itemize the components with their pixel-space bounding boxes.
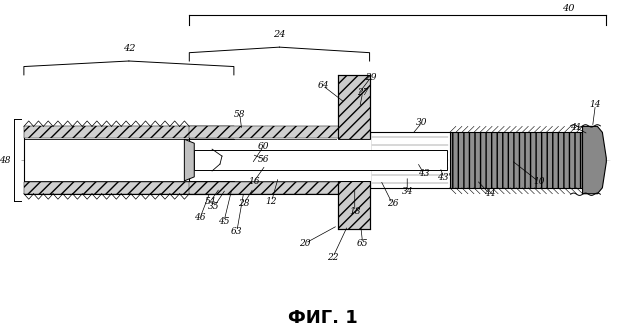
Text: 43: 43 <box>419 169 430 178</box>
Text: 35: 35 <box>208 202 220 211</box>
Bar <box>338 75 369 139</box>
Text: 24: 24 <box>273 30 285 39</box>
Text: 30: 30 <box>417 118 428 127</box>
Text: 29: 29 <box>365 73 376 82</box>
Text: 18: 18 <box>349 207 360 216</box>
Text: 28: 28 <box>238 199 250 208</box>
Text: 43': 43' <box>437 173 451 182</box>
Text: 60: 60 <box>258 142 269 151</box>
Text: 27: 27 <box>357 88 369 97</box>
Text: ФИГ. 1: ФИГ. 1 <box>288 308 358 327</box>
Text: 42: 42 <box>123 44 135 53</box>
Bar <box>337 139 371 181</box>
Polygon shape <box>184 139 195 181</box>
Text: 44: 44 <box>484 189 495 198</box>
Bar <box>189 126 341 138</box>
Bar <box>24 182 234 194</box>
Text: 16: 16 <box>248 177 259 186</box>
Text: 48: 48 <box>0 156 11 165</box>
Text: 12: 12 <box>266 197 277 206</box>
Bar <box>369 132 450 188</box>
Text: 10: 10 <box>533 177 545 186</box>
Bar <box>338 181 369 229</box>
Bar <box>189 182 341 194</box>
Text: 14: 14 <box>589 100 601 109</box>
Bar <box>24 126 234 194</box>
Text: 41: 41 <box>570 123 581 132</box>
Text: 22: 22 <box>327 253 339 262</box>
Text: 34: 34 <box>401 187 413 196</box>
Text: 45: 45 <box>218 217 230 226</box>
Text: 58: 58 <box>234 110 246 119</box>
Text: 20: 20 <box>300 239 311 248</box>
Bar <box>450 132 582 188</box>
Bar <box>189 126 341 194</box>
Polygon shape <box>582 126 606 194</box>
Text: 26: 26 <box>387 199 398 208</box>
Bar <box>24 126 234 138</box>
Text: 64: 64 <box>317 81 329 90</box>
Text: 56: 56 <box>258 155 269 164</box>
Text: 65: 65 <box>357 239 369 248</box>
Bar <box>195 150 447 170</box>
Text: 40: 40 <box>563 4 575 14</box>
Text: 63: 63 <box>231 227 243 236</box>
Text: 46: 46 <box>195 213 206 222</box>
Text: 54: 54 <box>204 197 216 206</box>
